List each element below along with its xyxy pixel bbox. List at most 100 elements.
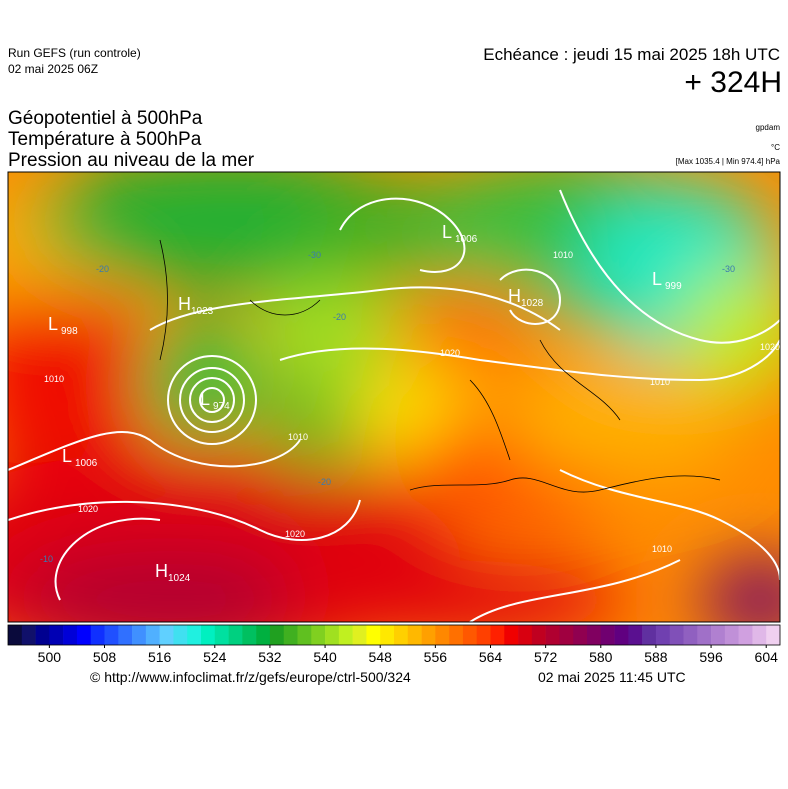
colorbar-cell bbox=[256, 625, 271, 645]
colorbar-cell bbox=[201, 625, 216, 645]
center-letter: L bbox=[442, 222, 452, 242]
colorbar-cell bbox=[766, 625, 781, 645]
isobar-label: 1010 bbox=[652, 544, 672, 554]
colorbar-cell bbox=[366, 625, 381, 645]
colorbar-frame bbox=[7, 624, 781, 646]
isobar-label: 1010 bbox=[44, 374, 64, 384]
colorbar-cell bbox=[545, 625, 560, 645]
colorbar-cell bbox=[352, 625, 367, 645]
colorbar-tick-label: 532 bbox=[258, 649, 282, 665]
colorbar-cell bbox=[8, 625, 23, 645]
generated-time: 02 mai 2025 11:45 UTC bbox=[538, 669, 686, 685]
unit-label: gpdam bbox=[755, 123, 780, 132]
colorbar-cell bbox=[435, 625, 450, 645]
center-value: 1024 bbox=[168, 573, 191, 584]
lead-time: + 324H bbox=[684, 66, 782, 99]
colorbar-cell bbox=[35, 625, 50, 645]
center-value: 1023 bbox=[191, 306, 214, 317]
colorbar-tick-label: 604 bbox=[755, 649, 779, 665]
colorbar-cell bbox=[90, 625, 105, 645]
isobar-label: 1010 bbox=[650, 377, 670, 387]
colorbar-cell bbox=[531, 625, 546, 645]
colorbar-cell bbox=[21, 625, 36, 645]
colorbar-cell bbox=[518, 625, 533, 645]
run-label: Run GEFS (run controle) bbox=[8, 46, 141, 60]
colorbar-cell bbox=[159, 625, 174, 645]
colorbar-cell bbox=[614, 625, 629, 645]
center-value: 999 bbox=[665, 281, 682, 292]
colorbar-cell bbox=[311, 625, 326, 645]
center-value: 998 bbox=[61, 326, 78, 337]
colorbar-cell bbox=[559, 625, 574, 645]
colorbar-tick-label: 508 bbox=[93, 649, 117, 665]
center-value: 1028 bbox=[521, 298, 544, 309]
colorbar-cell bbox=[504, 625, 519, 645]
colorbar-cell bbox=[697, 625, 712, 645]
isobar-label: 1020 bbox=[760, 342, 780, 352]
colorbar-cell bbox=[380, 625, 395, 645]
map-frame bbox=[7, 171, 781, 623]
field-label: Température à 500hPa bbox=[8, 129, 202, 150]
colorbar-tick-label: 588 bbox=[644, 649, 668, 665]
field-label: Géopotentiel à 500hPa bbox=[8, 108, 203, 129]
colorbar-cell bbox=[642, 625, 657, 645]
isobar-label: 1020 bbox=[440, 348, 460, 358]
colorbar-tick-label: 556 bbox=[424, 649, 448, 665]
colorbar-tick-label: 524 bbox=[203, 649, 227, 665]
temperature-label: -20 bbox=[333, 312, 346, 322]
temperature-label: -20 bbox=[318, 477, 331, 487]
center-value: 1006 bbox=[75, 458, 98, 469]
colorbar-tick-label: 500 bbox=[38, 649, 62, 665]
colorbar-cell bbox=[669, 625, 684, 645]
center-value: 974 bbox=[213, 401, 230, 412]
colorbar-cell bbox=[283, 625, 298, 645]
colorbar-cell bbox=[338, 625, 353, 645]
temperature-label: -10 bbox=[40, 554, 53, 564]
temperature-label: -30 bbox=[722, 264, 735, 274]
center-letter: L bbox=[62, 446, 72, 466]
colorbar-cell bbox=[269, 625, 285, 645]
center-value: 1006 bbox=[455, 234, 478, 245]
colorbar-tick-label: 540 bbox=[313, 649, 337, 665]
colorbar-cell bbox=[228, 625, 243, 645]
colorbar-cell bbox=[297, 625, 312, 645]
colorbar-tick-label: 580 bbox=[589, 649, 613, 665]
source-url: © http://www.infoclimat.fr/z/gefs/europe… bbox=[90, 669, 411, 685]
colorbar-tick-label: 516 bbox=[148, 649, 172, 665]
run-date: 02 mai 2025 06Z bbox=[8, 62, 99, 76]
colorbar-cell bbox=[132, 625, 147, 645]
colorbar-cell bbox=[214, 625, 229, 645]
isobar-label: 1020 bbox=[78, 504, 98, 514]
center-letter: L bbox=[200, 389, 210, 409]
colorbar-cell bbox=[724, 625, 739, 645]
pressure-range: [Max 1035.4 | Min 974.4] hPa bbox=[675, 157, 780, 166]
colorbar-cell bbox=[711, 625, 726, 645]
colorbar-cell bbox=[394, 625, 409, 645]
center-letter: H bbox=[155, 561, 168, 581]
colorbar-cell bbox=[49, 625, 64, 645]
colorbar-tick-label: 564 bbox=[479, 649, 503, 665]
colorbar-cell bbox=[118, 625, 133, 645]
colorbar-cell bbox=[655, 625, 671, 645]
colorbar-cell bbox=[63, 625, 78, 645]
colorbar-cell bbox=[173, 625, 188, 645]
temperature-label: -30 bbox=[308, 250, 321, 260]
colorbar-cell bbox=[587, 625, 602, 645]
colorbar-tick-label: 548 bbox=[369, 649, 393, 665]
colorbar-cell bbox=[573, 625, 588, 645]
colorbar-cell bbox=[242, 625, 257, 645]
colorbar-cell bbox=[628, 625, 643, 645]
center-letter: H bbox=[178, 294, 191, 314]
colorbar-cell bbox=[600, 625, 615, 645]
center-letter: L bbox=[652, 269, 662, 289]
colorbar-tick-label: 572 bbox=[534, 649, 558, 665]
colorbar-cell bbox=[683, 625, 698, 645]
center-letter: H bbox=[508, 286, 521, 306]
colorbar-cell bbox=[421, 625, 436, 645]
colorbar-cell bbox=[145, 625, 160, 645]
center-letter: L bbox=[48, 314, 58, 334]
temperature-label: -20 bbox=[96, 264, 109, 274]
colorbar-tick-label: 596 bbox=[699, 649, 723, 665]
isobar-label: 1010 bbox=[288, 432, 308, 442]
isobar-label: 1010 bbox=[553, 250, 573, 260]
